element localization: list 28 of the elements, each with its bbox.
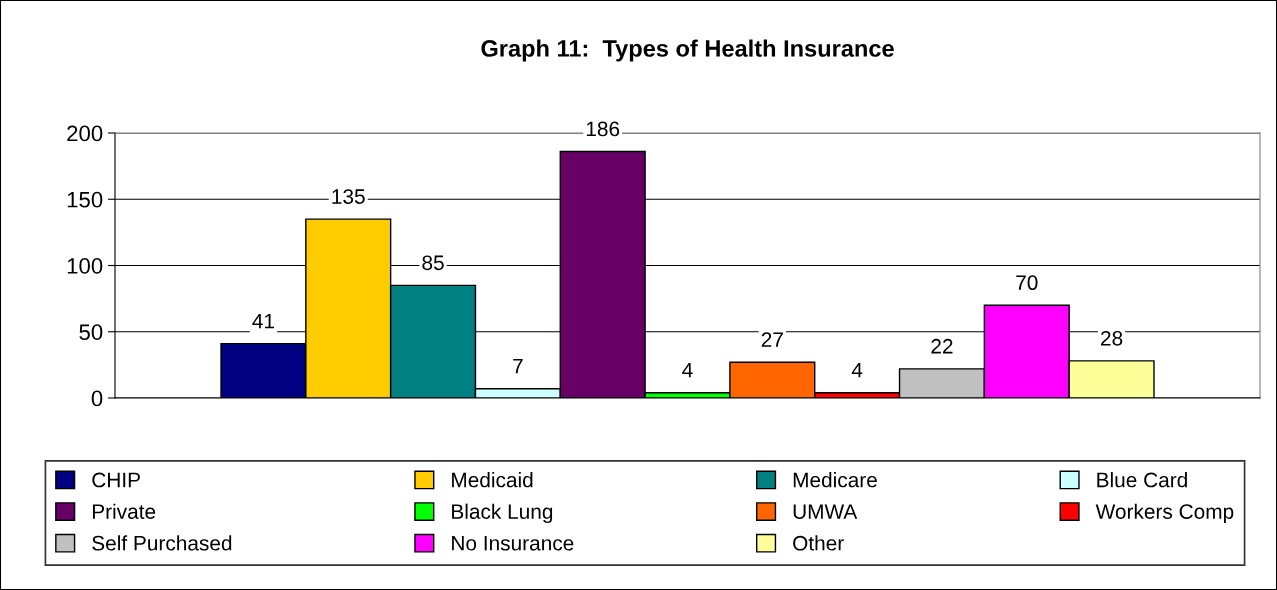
y-tick-label: 50 xyxy=(79,324,103,341)
legend-label: Medicaid xyxy=(452,472,533,488)
legend-label: CHIP xyxy=(92,472,140,488)
y-tick-label: 100 xyxy=(67,258,103,274)
legend-label: Other xyxy=(793,535,844,551)
legend-label: Self Purchased xyxy=(92,535,232,551)
legend-label: UMWA xyxy=(793,504,858,519)
legend-label: Blue Card xyxy=(1097,472,1187,488)
data-label: 22 xyxy=(931,338,953,354)
legend-label: No Insurance xyxy=(452,536,574,551)
legend-label: Black Lung xyxy=(452,503,553,524)
data-label: 41 xyxy=(252,313,274,329)
data-label: 4 xyxy=(682,362,693,378)
chart-title: Graph 11: Types of Health Insurance xyxy=(481,39,894,62)
data-label: 186 xyxy=(586,121,620,137)
legend-label: Workers Comp xyxy=(1095,503,1234,524)
data-label: 28 xyxy=(1101,330,1123,346)
legend-label: Medicare xyxy=(793,472,877,488)
y-tick-label: 200 xyxy=(67,125,103,142)
data-label: 7 xyxy=(513,358,523,374)
y-tick-label: 0 xyxy=(91,390,103,407)
data-label: 135 xyxy=(332,189,365,204)
data-label: 70 xyxy=(1016,275,1038,291)
data-label: 4 xyxy=(851,362,863,378)
data-label: 85 xyxy=(422,255,444,271)
data-label: 27 xyxy=(761,332,783,347)
y-tick-label: 150 xyxy=(67,191,103,208)
legend-label: Private xyxy=(92,503,156,519)
